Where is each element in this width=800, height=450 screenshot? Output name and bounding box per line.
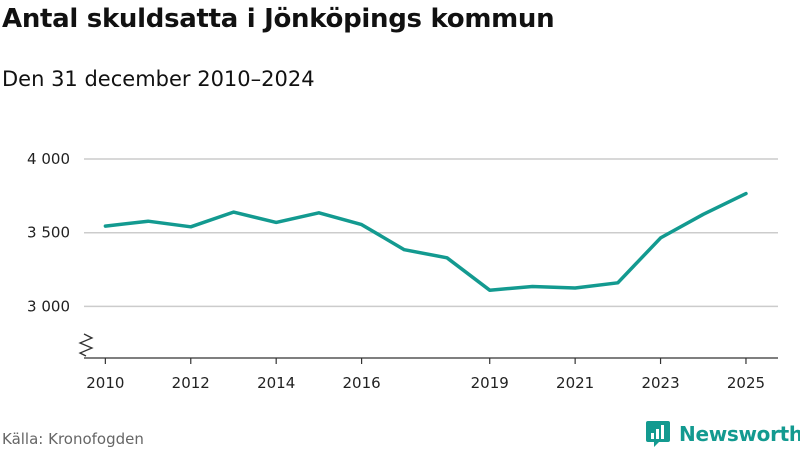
source-note: Källa: Kronofogden [2,430,144,448]
grid-lines [84,158,778,308]
brand-logo: Newsworthy [645,420,800,448]
y-tick-label-4000: 4 000 [27,150,70,168]
x-tick-label-2010: 2010 [86,374,124,392]
x-tick-labels: 2010 2012 2014 2016 2019 2021 2023 2025 [86,374,765,392]
chart-subtitle: Den 31 december 2010–2024 [2,67,315,91]
y-tick-label-3500: 3 500 [27,224,70,242]
series [103,191,748,292]
brand-name: Newsworthy [679,422,800,446]
chart-title: Antal skuldsatta i Jönköpings kommun [2,4,555,34]
x-tick-label-2023: 2023 [641,374,679,392]
x-tick-label-2025: 2025 [727,374,765,392]
x-tick-label-2012: 2012 [172,374,210,392]
x-axis [78,333,778,364]
bar-chart-icon [646,421,670,447]
x-tick-label-2014: 2014 [257,374,295,392]
axis-break-icon [78,333,94,357]
x-tick-label-2021: 2021 [556,374,594,392]
y-tick-label-3000: 3 000 [27,297,70,315]
y-axis: 3 000 3 500 4 000 [27,150,70,315]
x-tick-label-2016: 2016 [343,374,381,392]
series-line [103,191,748,292]
x-tick-label-2019: 2019 [471,374,509,392]
